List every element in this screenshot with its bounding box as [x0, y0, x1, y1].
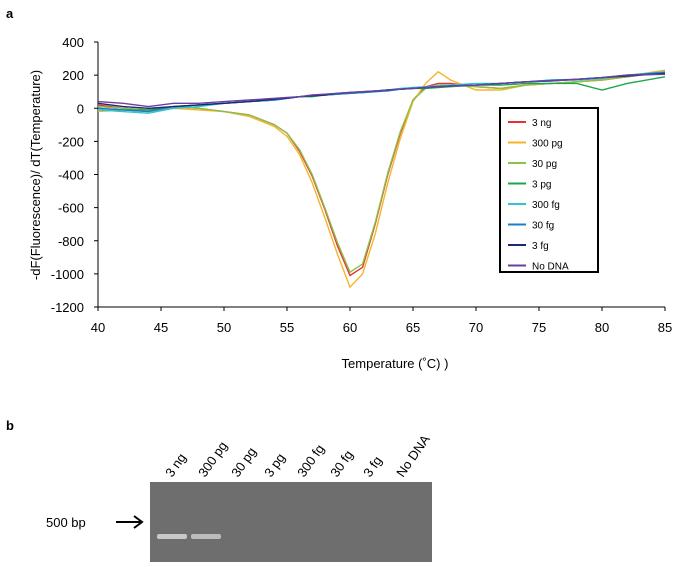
x-tick-label: 40 [91, 320, 105, 335]
x-tick-label: 55 [280, 320, 294, 335]
legend-label: 30 fg [532, 221, 554, 232]
y-tick-label: 400 [62, 35, 84, 50]
y-tick-label: -1000 [51, 267, 84, 282]
y-axis-label: -dF(Fluorescence)/ dT(Temperature) [28, 70, 43, 280]
gel-band [191, 534, 221, 539]
series-line [97, 71, 666, 114]
x-tick-label: 80 [595, 320, 609, 335]
y-tick-label: -600 [58, 201, 84, 216]
lane-label: 300 fg [294, 441, 327, 479]
legend-label: 300 fg [532, 200, 560, 211]
y-tick-label: -1200 [51, 300, 84, 315]
x-tick-label: 45 [154, 320, 168, 335]
y-tick-label: -400 [58, 168, 84, 183]
x-tick-label: 65 [406, 320, 420, 335]
lane-label: 3 ng [162, 450, 189, 479]
plot: 400 200 0 -200 -400 -600 -800 -1000 -1200 40 45 50 5… [51, 35, 672, 335]
legend-label: 30 pg [532, 159, 557, 170]
y-tick-label: 0 [77, 101, 84, 116]
x-axis-label: Temperature (˚C) ) [342, 356, 449, 371]
x-tick-label: 85 [658, 320, 672, 335]
legend-label: No DNA [532, 262, 569, 273]
x-tick-label: 70 [469, 320, 483, 335]
y-tick-label: 200 [62, 68, 84, 83]
arrow [133, 515, 144, 529]
lane-label: No DNA [393, 432, 433, 480]
y-tick-label: -800 [58, 234, 84, 249]
x-tick-label: 60 [343, 320, 357, 335]
legend-label: 3 pg [532, 180, 551, 191]
series-line [97, 71, 666, 274]
legend: 3 ng 300 pg 30 pg 3 pg 300 fg 30 fg 3 fg No DNA [499, 107, 599, 273]
series-line [97, 73, 666, 108]
legend-label: 3 fg [532, 241, 549, 252]
marker-label: 500 bp [46, 515, 86, 530]
panel-label: a [6, 6, 14, 21]
x-tick-label: 50 [217, 320, 231, 335]
panel-label: b [6, 418, 14, 433]
legend-label: 3 ng [532, 118, 551, 129]
gel-band [157, 534, 187, 539]
y-tick-label: -200 [58, 134, 84, 149]
lane-label: 30 fg [327, 447, 356, 479]
legend-label: 300 pg [532, 139, 563, 150]
lane-label: 3 pg [261, 450, 288, 479]
lane-label: 300 pg [195, 439, 230, 480]
lane-label: 30 pg [228, 444, 259, 479]
x-tick-label: 75 [532, 320, 546, 335]
gel [150, 482, 432, 562]
lane-label: 3 fg [360, 453, 385, 479]
